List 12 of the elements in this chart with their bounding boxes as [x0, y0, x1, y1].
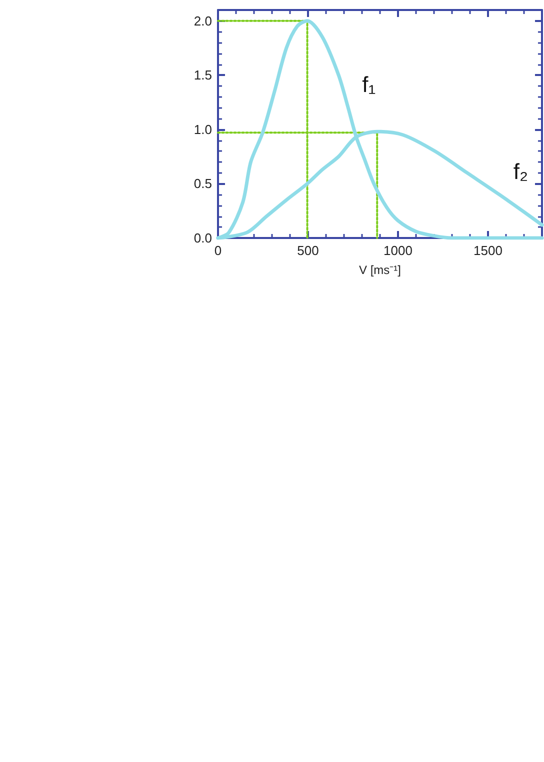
series-label: f₁	[362, 72, 376, 98]
x-axis-title: V [ms⁻¹]	[359, 263, 401, 277]
x-tick-label: 0	[214, 243, 222, 258]
x-tick-label: 1000	[384, 243, 412, 258]
y-tick-label: 1.5	[194, 68, 212, 83]
y-tick-label: 1.0	[194, 122, 212, 137]
y-tick-label: 0.5	[194, 176, 212, 192]
y-tick-label: 0.0	[194, 230, 212, 246]
y-tick-label: 2.0	[194, 13, 212, 28]
series-label: f₂	[513, 159, 528, 184]
x-tick-label: 1500	[474, 243, 502, 258]
x-tick-label: 500	[297, 243, 319, 258]
